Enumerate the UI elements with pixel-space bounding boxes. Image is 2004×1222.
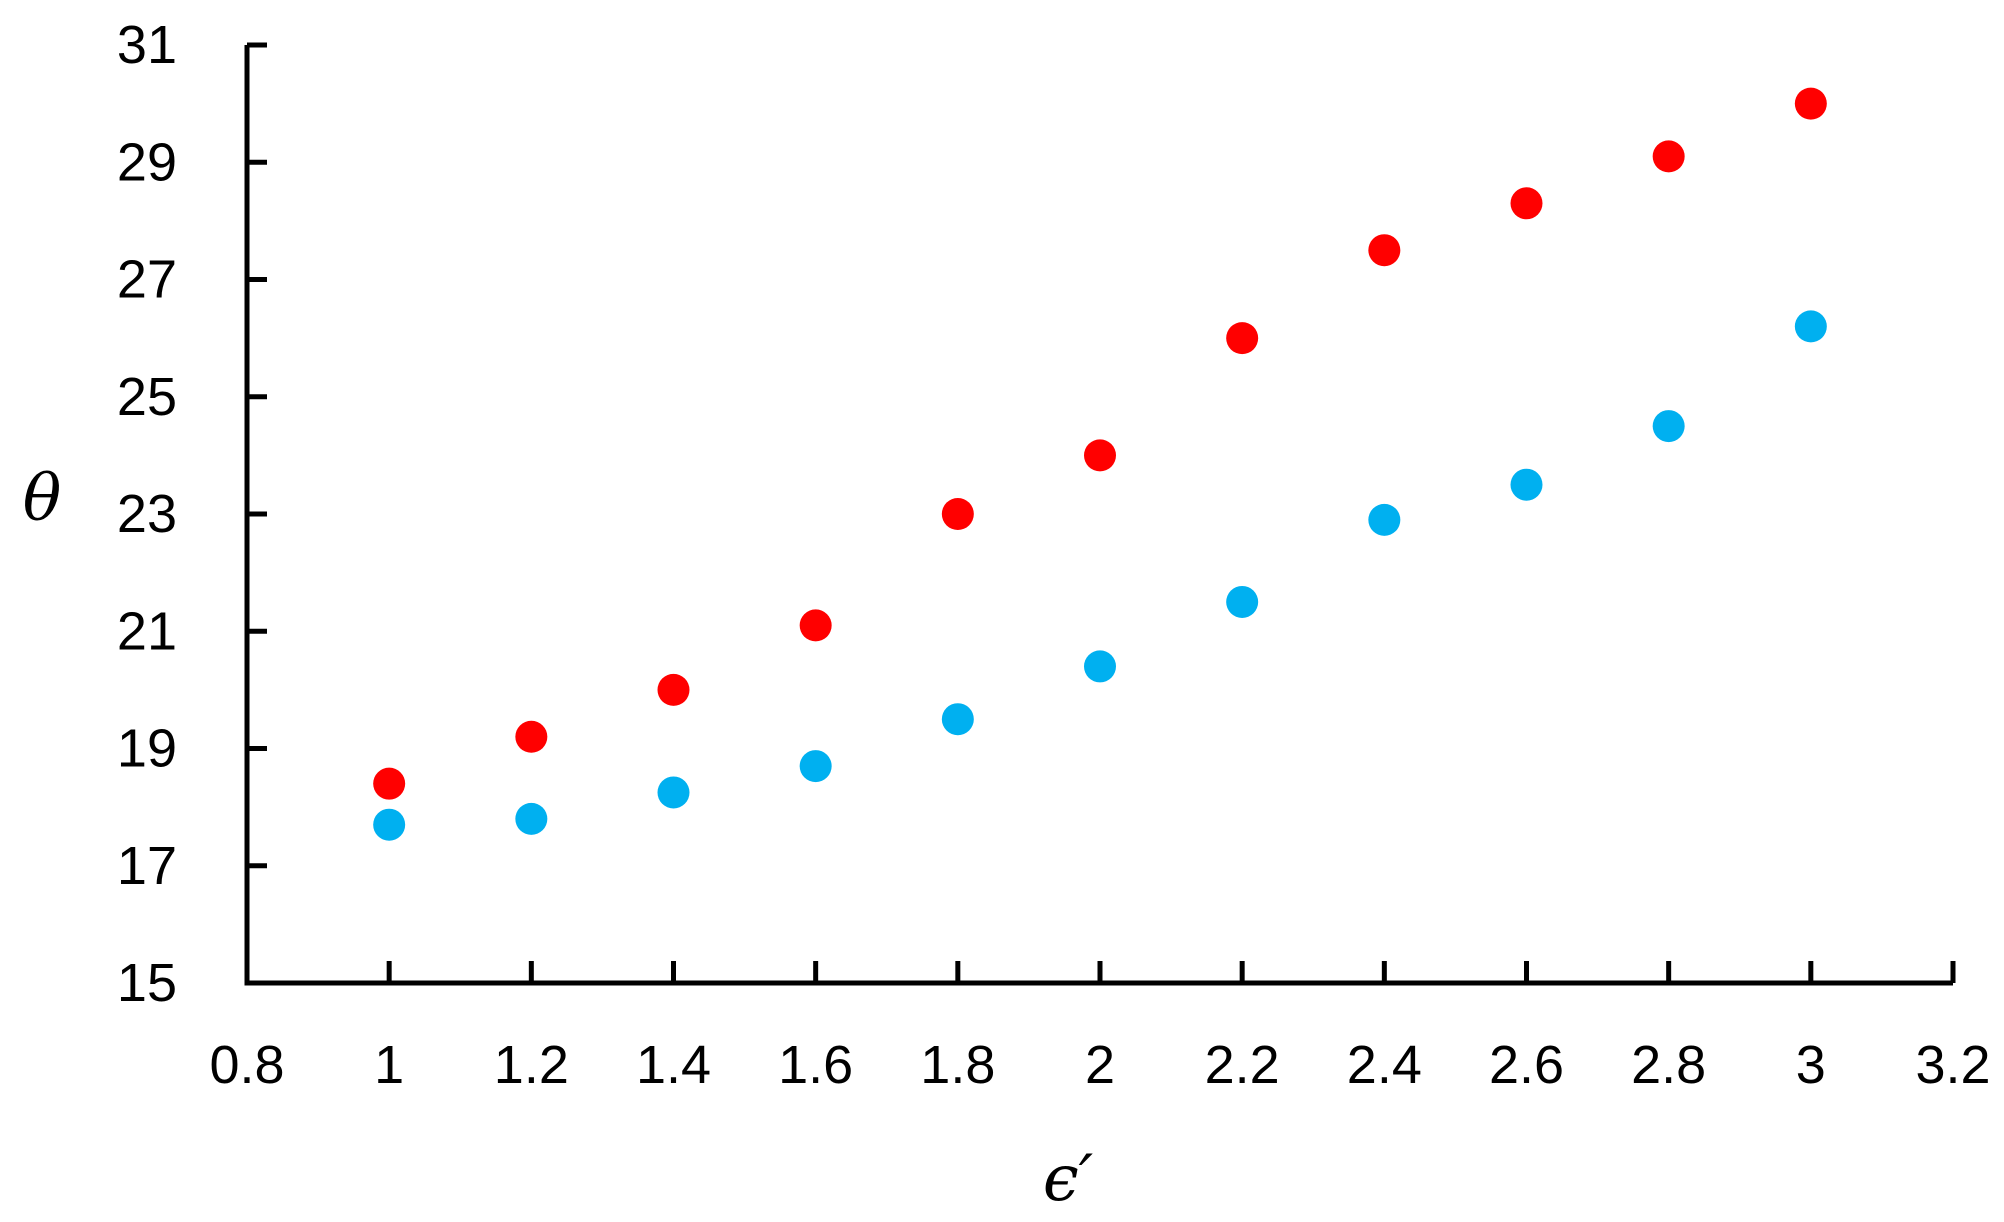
data-point-series-1 xyxy=(1368,234,1401,267)
x-tick-label: 1 xyxy=(374,1035,404,1095)
x-tick-label: 2.8 xyxy=(1631,1035,1706,1095)
data-point-series-1 xyxy=(515,720,548,753)
y-tick-label: 15 xyxy=(117,953,177,1013)
x-tick-label: 1.4 xyxy=(636,1035,711,1095)
y-tick-label: 19 xyxy=(117,719,177,779)
x-tick-label: 1.2 xyxy=(494,1035,569,1095)
data-point-series-1 xyxy=(1084,439,1116,472)
y-ticks: 15 17 19 21 23 25 27 29 31 xyxy=(117,15,267,1013)
y-tick-label: 17 xyxy=(117,836,177,896)
data-point-series-2 xyxy=(1510,468,1543,501)
y-tick-label: 29 xyxy=(117,132,177,192)
data-point-series-2 xyxy=(1084,650,1116,683)
data-point-series-2 xyxy=(941,703,974,736)
y-tick-label: 31 xyxy=(117,15,177,75)
x-tick-label: 2.4 xyxy=(1347,1035,1422,1095)
data-point-series-2 xyxy=(1226,585,1259,618)
y-axis-title: θ xyxy=(23,462,62,536)
x-tick-label: 3 xyxy=(1796,1035,1826,1095)
data-point-series-2 xyxy=(515,802,548,835)
data-point-series-1 xyxy=(1510,187,1543,220)
data-point-series-1 xyxy=(1226,322,1259,355)
x-tick-label: 2.2 xyxy=(1205,1035,1280,1095)
x-tick-label: 2.6 xyxy=(1489,1035,1564,1095)
y-tick-label: 21 xyxy=(117,601,177,661)
x-tick-label: 0.8 xyxy=(209,1035,284,1095)
x-tick-label: 1.6 xyxy=(778,1035,853,1095)
x-tick-label: 1.8 xyxy=(920,1035,995,1095)
x-tick-label: 2 xyxy=(1085,1035,1115,1095)
data-point-series-1 xyxy=(1794,87,1827,120)
data-points xyxy=(373,87,1827,841)
axes xyxy=(244,45,1953,986)
data-point-series-2 xyxy=(1794,310,1827,343)
x-axis-title: ϵ′ xyxy=(1043,1142,1094,1216)
data-point-series-1 xyxy=(373,767,406,800)
data-point-series-2 xyxy=(373,808,406,841)
x-tick-label: 3.2 xyxy=(1915,1035,1990,1095)
data-point-series-1 xyxy=(1652,140,1685,173)
data-point-series-1 xyxy=(799,609,832,642)
data-point-series-1 xyxy=(657,673,690,706)
data-point-series-1 xyxy=(941,498,974,530)
y-tick-label: 27 xyxy=(117,250,177,310)
data-point-series-2 xyxy=(1368,503,1401,536)
data-point-series-2 xyxy=(799,750,832,783)
data-point-series-2 xyxy=(1652,410,1685,443)
data-point-series-2 xyxy=(657,776,690,809)
y-tick-label: 23 xyxy=(117,484,177,544)
y-tick-label: 25 xyxy=(117,367,177,427)
x-ticks: 0.8 1 1.2 1.4 1.6 1.8 2 2.2 2.4 2.6 2.8 3 3.2 xyxy=(209,961,1991,1095)
